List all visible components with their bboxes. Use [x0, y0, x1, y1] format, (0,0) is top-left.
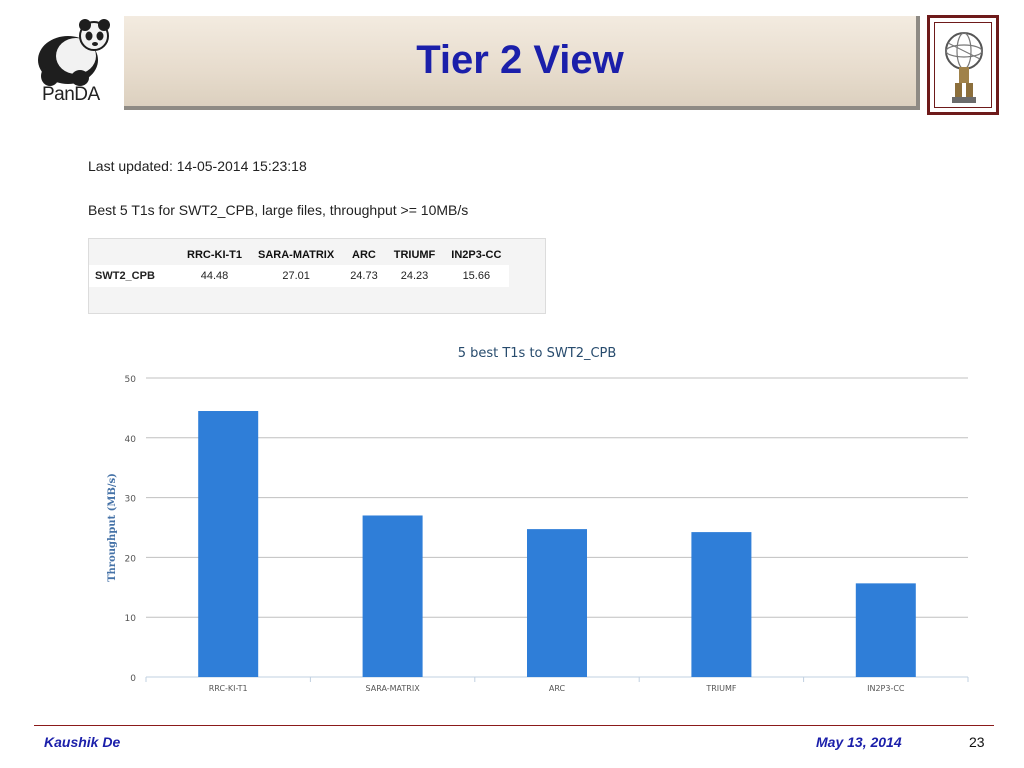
throughput-table: RRC-KI-T1 SARA-MATRIX ARC TRIUMF IN2P3-C…: [89, 245, 510, 287]
atlas-logo-frame: [934, 22, 992, 108]
table-cell: 24.73: [342, 265, 386, 287]
table-cell: 24.23: [385, 265, 444, 287]
y-tick-label: 10: [125, 614, 137, 624]
y-tick-label: 30: [125, 495, 137, 505]
chart-title: 5 best T1s to SWT2_CPB: [458, 346, 617, 361]
x-tick-label: RRC-KI-T1: [209, 684, 248, 693]
summary-table: RRC-KI-T1 SARA-MATRIX ARC TRIUMF IN2P3-C…: [88, 238, 546, 314]
table-row-label: SWT2_CPB: [89, 265, 179, 287]
table-row: SWT2_CPB 44.48 27.01 24.73 24.23 15.66: [89, 265, 510, 287]
chart-svg: 5 best T1s to SWT2_CPB 0 10 20 30 40 50 Through…: [107, 346, 969, 693]
table-cell: 44.48: [179, 265, 250, 287]
y-tick-label: 20: [125, 554, 137, 564]
table-column-header: ARC: [352, 249, 376, 261]
description-text: Best 5 T1s for SWT2_CPB, large files, th…: [88, 202, 469, 218]
last-updated-text: Last updated: 14-05-2014 15:23:18: [88, 158, 307, 174]
table-column-header: SARA-MATRIX: [258, 249, 335, 261]
y-tick-label: 0: [130, 674, 136, 684]
table-column-header: IN2P3-CC: [451, 249, 502, 261]
bar: [362, 515, 423, 677]
table-column-header: RRC-KI-T1: [187, 249, 242, 261]
panda-icon: [38, 19, 110, 86]
title-banner: Tier 2 View: [124, 16, 920, 110]
bar: [691, 532, 752, 677]
bar-chart: 5 best T1s to SWT2_CPB 0 10 20 30 40 50 Through…: [90, 336, 980, 706]
y-tick-label: 50: [125, 375, 137, 385]
footer-date: May 13, 2014: [816, 734, 902, 750]
bar: [855, 583, 916, 677]
bar: [198, 411, 259, 677]
slide-title: Tier 2 View: [416, 38, 624, 82]
table-header-row: RRC-KI-T1 SARA-MATRIX ARC TRIUMF IN2P3-C…: [89, 245, 509, 265]
bar: [527, 529, 587, 677]
x-tick-label: ARC: [549, 684, 566, 693]
x-tick-label: IN2P3-CC: [867, 684, 905, 693]
x-tick-label: SARA-MATRIX: [366, 684, 421, 693]
panda-logo: [30, 18, 126, 110]
atlas-icon: [945, 32, 983, 103]
table-corner-cell: [89, 245, 179, 265]
panda-logo-text: PanDA: [42, 84, 100, 105]
atlas-logo: [927, 15, 999, 115]
y-tick-label: 40: [125, 435, 137, 445]
table-column-header: TRIUMF: [393, 249, 436, 261]
y-axis-label: Throughput (MB/s): [107, 473, 118, 582]
footer-author: Kaushik De: [44, 734, 121, 750]
footer-rule: [34, 725, 994, 726]
table-cell: 15.66: [443, 265, 510, 287]
page-number: 23: [969, 734, 985, 750]
table-cell: 27.01: [250, 265, 343, 287]
x-tick-label: TRIUMF: [705, 684, 737, 693]
